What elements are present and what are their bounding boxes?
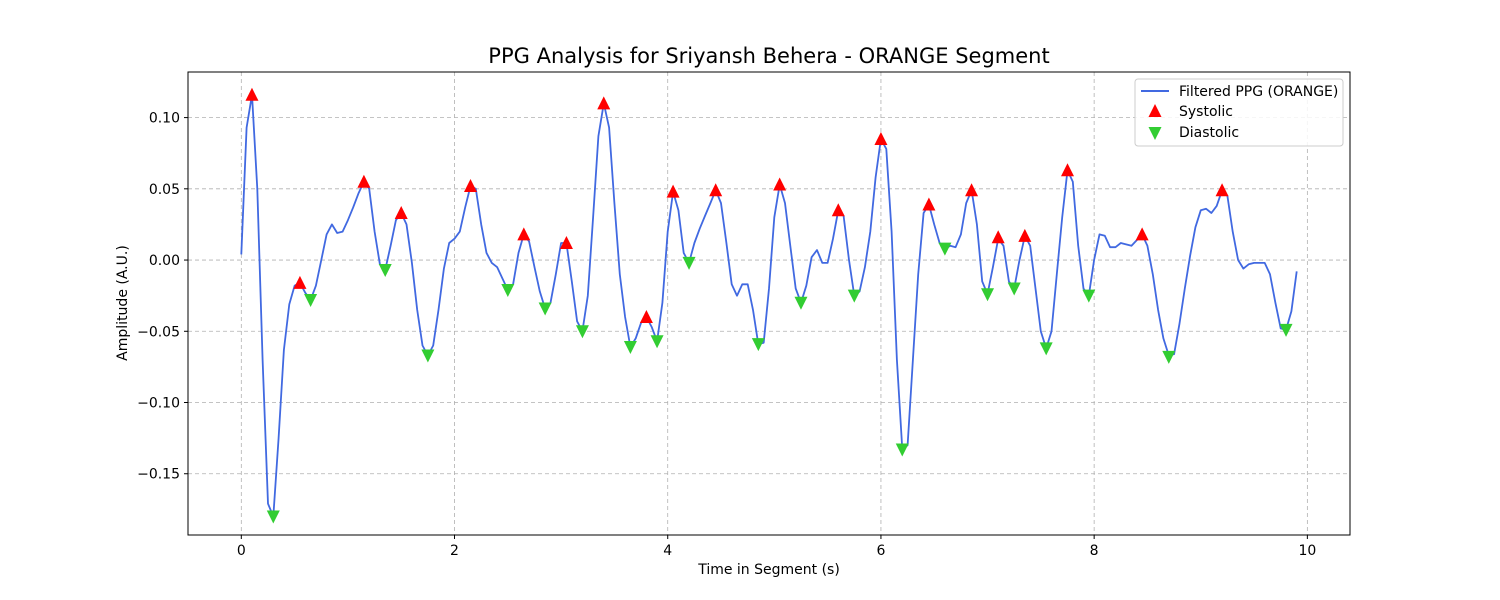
- chart-legend: Filtered PPG (ORANGE) Systolic Diastolic: [1134, 78, 1344, 147]
- x-tick-label: 8: [1090, 543, 1099, 559]
- grid-lines: [188, 72, 1350, 535]
- systolic-marker: [1060, 163, 1074, 177]
- diastolic-marker: [1039, 342, 1053, 356]
- legend-label-filtered-ppg: Filtered PPG (ORANGE): [1179, 84, 1338, 100]
- diastolic-marker: [575, 325, 589, 339]
- diastolic-marker: [501, 283, 515, 297]
- systolic-marker: [639, 310, 653, 324]
- diastolic-marker: [538, 302, 552, 316]
- y-axis-ticks: 0.10 0.05 0.00 −0.05 −0.10 −0.15: [137, 111, 188, 483]
- y-tick-label: −0.05: [137, 324, 180, 340]
- diastolic-marker: [847, 289, 861, 303]
- legend-systolic-marker: [1148, 104, 1162, 117]
- systolic-marker: [991, 230, 1005, 244]
- diastolic-marker: [421, 349, 435, 363]
- systolic-marker: [1135, 227, 1149, 241]
- systolic-marker: [831, 203, 845, 217]
- y-tick-label: 0.10: [149, 111, 180, 127]
- systolic-marker: [709, 183, 723, 197]
- x-axis-label: Time in Segment (s): [697, 562, 840, 578]
- diastolic-marker: [895, 443, 909, 457]
- diastolic-marker: [266, 510, 280, 524]
- systolic-marker: [245, 87, 259, 101]
- legend-diastolic-marker: [1148, 127, 1162, 140]
- systolic-marker: [357, 174, 371, 188]
- chart-title: PPG Analysis for Sriyansh Behera - ORANG…: [488, 44, 1049, 68]
- systolic-marker: [773, 177, 787, 191]
- systolic-marker: [965, 183, 979, 197]
- systolic-marker: [1215, 183, 1229, 197]
- plot-series: [240, 87, 1298, 524]
- y-tick-label: −0.15: [137, 467, 180, 483]
- diastolic-marker: [378, 264, 392, 278]
- x-tick-label: 2: [450, 543, 459, 559]
- systolic-marker: [394, 206, 408, 220]
- systolic-marker: [517, 227, 531, 241]
- legend-label-diastolic: Diastolic: [1179, 125, 1239, 141]
- diastolic-marker: [650, 335, 664, 349]
- systolic-marker: [922, 197, 936, 211]
- x-tick-label: 10: [1298, 543, 1316, 559]
- systolic-marker: [559, 235, 573, 249]
- diastolic-marker: [623, 340, 637, 354]
- diastolic-marker: [794, 296, 808, 310]
- diastolic-marker: [1162, 350, 1176, 364]
- x-tick-label: 6: [876, 543, 885, 559]
- systolic-marker: [666, 184, 680, 198]
- y-tick-label: −0.10: [137, 396, 180, 412]
- systolic-marker: [464, 178, 478, 192]
- legend-label-systolic: Systolic: [1179, 104, 1233, 120]
- diastolic-marker: [1279, 323, 1293, 337]
- y-axis-label: Amplitude (A.U.): [115, 245, 131, 361]
- legend-box: [1134, 78, 1344, 147]
- systolic-marker: [874, 131, 888, 145]
- x-tick-label: 4: [663, 543, 672, 559]
- diastolic-marker: [682, 256, 696, 270]
- plot-area-frame: [187, 71, 1351, 536]
- ppg-signal-line: [240, 93, 1298, 518]
- systolic-marker: [1018, 228, 1032, 242]
- systolic-marker: [293, 275, 307, 289]
- systolic-marker: [597, 96, 611, 110]
- diastolic-marker: [1082, 289, 1096, 303]
- diastolic-marker: [751, 338, 765, 352]
- diastolic-marker: [938, 242, 952, 256]
- diastolic-marker: [1007, 282, 1021, 296]
- y-tick-label: 0.00: [149, 253, 180, 269]
- x-tick-label: 0: [237, 543, 246, 559]
- y-tick-label: 0.05: [149, 182, 180, 198]
- x-axis-ticks: 0 2 4 6 8 10: [237, 535, 1316, 559]
- diastolic-marker: [304, 293, 318, 307]
- diastolic-marker: [981, 288, 995, 302]
